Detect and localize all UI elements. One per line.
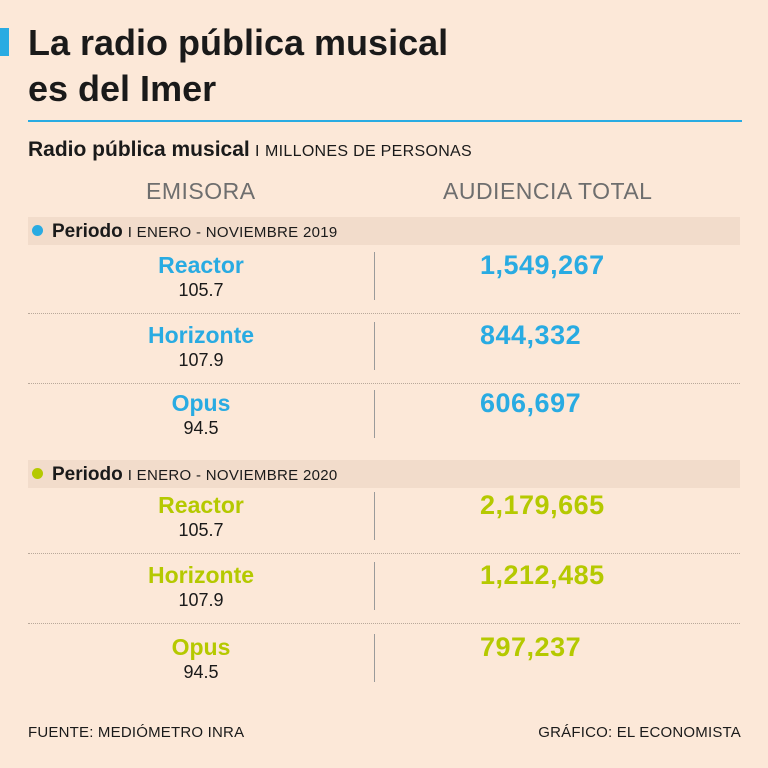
table-row: Horizonte 107.9 844,332 <box>28 320 740 390</box>
footer-source: FUENTE: MEDIÓMETRO INRA <box>28 724 245 741</box>
period-range: I ENERO - NOVIEMBRE 2020 <box>127 467 338 484</box>
row-divider <box>28 553 740 554</box>
station-frequency: 94.5 <box>183 662 219 682</box>
station-name: Opus <box>171 634 231 660</box>
station-frequency: 107.9 <box>178 350 224 370</box>
title-accent-bar <box>0 28 9 56</box>
station-name: Horizonte <box>147 322 255 348</box>
station-name: Reactor <box>158 492 244 518</box>
column-divider <box>374 252 375 300</box>
column-divider <box>374 322 375 370</box>
table-row: Horizonte 107.9 1,212,485 <box>28 560 740 630</box>
column-header-audiencia: AUDIENCIA TOTAL <box>443 178 653 204</box>
title-line-2: es del Imer <box>28 68 217 109</box>
row-divider <box>28 313 740 314</box>
period-label-main: Periodo <box>52 221 123 242</box>
table-row: Opus 94.5 797,237 <box>28 632 740 702</box>
audience-value: 1,549,267 <box>480 250 605 280</box>
period-dot-icon <box>32 468 43 479</box>
period-label: Periodo I ENERO - NOVIEMBRE 2020 <box>52 463 338 487</box>
column-divider <box>374 562 375 610</box>
audience-value: 1,212,485 <box>480 560 605 590</box>
audience-value: 2,179,665 <box>480 490 605 520</box>
row-divider <box>28 383 740 384</box>
period-band-0: Periodo I ENERO - NOVIEMBRE 2019 <box>28 217 740 245</box>
station-name: Horizonte <box>147 562 255 588</box>
period-label-main: Periodo <box>52 464 123 485</box>
column-header-emisora: EMISORA <box>146 178 256 204</box>
table-row: Reactor 105.7 1,549,267 <box>28 250 740 320</box>
audience-value: 606,697 <box>480 388 582 418</box>
title-line-1: La radio pública musical <box>28 22 449 63</box>
audience-value: 797,237 <box>480 632 582 662</box>
station-frequency: 105.7 <box>178 520 224 540</box>
table-row: Reactor 105.7 2,179,665 <box>28 490 740 560</box>
station-name: Opus <box>171 390 231 416</box>
column-divider <box>374 390 375 438</box>
station-frequency: 105.7 <box>178 280 224 300</box>
period-band-1: Periodo I ENERO - NOVIEMBRE 2020 <box>28 460 740 488</box>
period-range: I ENERO - NOVIEMBRE 2019 <box>127 224 338 241</box>
subtitle-separator: I <box>255 143 260 160</box>
subtitle-main: Radio pública musical <box>28 138 250 161</box>
table-row: Opus 94.5 606,697 <box>28 388 740 458</box>
subtitle-unit: MILLONES DE PERSONAS <box>265 143 472 160</box>
chart-subtitle: Radio pública musical I MILLONES DE PERS… <box>28 138 472 164</box>
column-divider <box>374 492 375 540</box>
audience-value: 844,332 <box>480 320 582 350</box>
column-divider <box>374 634 375 682</box>
station-frequency: 94.5 <box>183 418 219 438</box>
footer-credit: GRÁFICO: EL ECONOMISTA <box>538 724 741 741</box>
period-label: Periodo I ENERO - NOVIEMBRE 2019 <box>52 220 338 244</box>
station-frequency: 107.9 <box>178 590 224 610</box>
row-divider <box>28 623 740 624</box>
period-dot-icon <box>32 225 43 236</box>
title-rule <box>28 120 742 122</box>
station-name: Reactor <box>158 252 244 278</box>
page-title: La radio pública musical es del Imer <box>28 20 448 112</box>
